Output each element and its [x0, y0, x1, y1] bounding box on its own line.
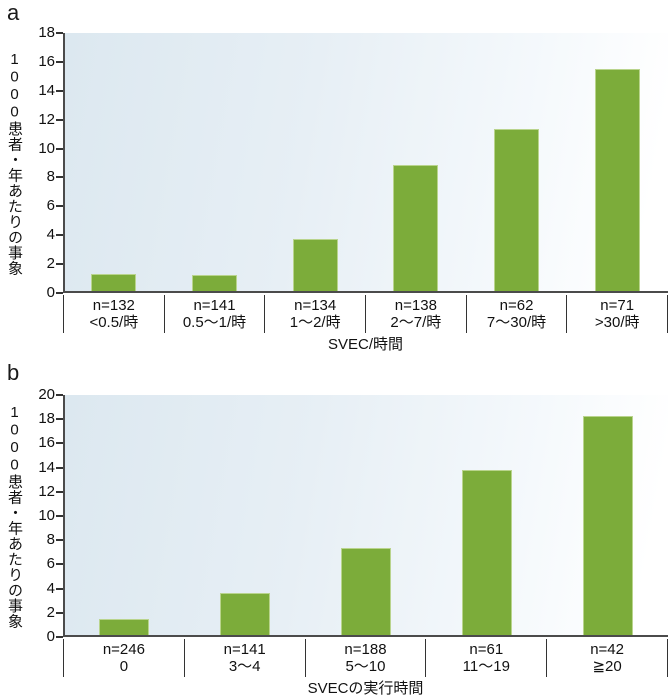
- y-tick-mark: [56, 32, 63, 34]
- bar: [292, 239, 338, 291]
- category-cell: n=134 1〜2/時: [264, 295, 365, 333]
- category-n-count: n=134: [294, 297, 337, 314]
- category-cell: n=61 11〜19: [425, 639, 546, 677]
- y-tick-label: 14: [38, 81, 55, 99]
- category-cell: n=71 >30/時: [566, 295, 667, 333]
- y-tick-mark: [56, 176, 63, 179]
- bar: [340, 548, 391, 635]
- y-tick-label: 2: [46, 603, 55, 621]
- y-tick-mark: [56, 442, 63, 445]
- bar: [219, 593, 270, 635]
- y-tick-label: 6: [46, 555, 55, 573]
- category-n-count: n=132: [92, 297, 135, 314]
- bar: [494, 129, 540, 291]
- category-range: ≧20: [592, 658, 622, 675]
- category-n-count: n=188: [344, 641, 387, 658]
- bar: [98, 619, 149, 635]
- y-tick-label: 16: [38, 52, 55, 70]
- y-tick-label: 0: [46, 628, 55, 645]
- bar: [595, 69, 641, 291]
- y-tick-mark: [56, 205, 63, 208]
- y-tick-label: 18: [38, 24, 55, 41]
- panel-b-label: b: [7, 360, 20, 385]
- y-tick-label: 14: [38, 458, 55, 476]
- y-tick-label: 8: [46, 168, 55, 186]
- y-tick-mark: [56, 147, 63, 150]
- category-range: 0: [119, 658, 129, 675]
- y-tick-label: 12: [38, 482, 55, 500]
- y-tick-label: 2: [46, 255, 55, 273]
- y-tick-mark: [56, 118, 63, 121]
- category-cell: n=246 0: [63, 639, 184, 677]
- x-axis-title: SVEC/時間: [327, 336, 403, 353]
- category-range: 3〜4: [228, 658, 261, 675]
- y-tick-mark: [56, 89, 63, 92]
- category-range: >30/時: [594, 314, 640, 331]
- y-tick-label: 18: [38, 410, 55, 428]
- category-n-count: n=246: [102, 641, 145, 658]
- y-tick-label: 0: [46, 284, 55, 301]
- y-tick-label: 8: [46, 531, 55, 549]
- y-tick-mark: [56, 611, 63, 614]
- panel-a: a 1000患者・年あたりの事象 n=132 <0.5/時 n=141 0.5〜1/時…: [6, 0, 668, 353]
- bar: [461, 470, 512, 635]
- plot-area: [63, 395, 668, 637]
- x-axis-title: SVECの実行時間: [307, 680, 424, 697]
- y-tick-label: 16: [38, 434, 55, 452]
- category-range: 2〜7/時: [390, 314, 442, 331]
- y-axis-title: 1000患者・年あたりの事象: [6, 50, 23, 276]
- category-range: 7〜30/時: [486, 314, 547, 331]
- category-range: 1〜2/時: [289, 314, 341, 331]
- y-tick-mark: [56, 539, 63, 542]
- category-cell: n=141 0.5〜1/時: [163, 295, 265, 333]
- category-n-count: n=61: [469, 641, 504, 658]
- y-tick-mark: [56, 418, 63, 421]
- category-n-count: n=141: [193, 297, 236, 314]
- y-tick-mark: [56, 394, 63, 396]
- plot-area: [63, 33, 668, 293]
- category-range: <0.5/時: [89, 314, 139, 331]
- category-range: 5〜10: [345, 658, 386, 675]
- bar: [582, 416, 633, 635]
- y-tick-mark: [56, 563, 63, 566]
- category-n-count: n=71: [600, 297, 635, 314]
- category-axis: n=246 0 n=141 3〜4 n=188 5〜10 n=61 11〜19 n=42 ≧20: [63, 639, 668, 677]
- category-n-count: n=62: [499, 297, 534, 314]
- y-tick-label: 4: [46, 579, 55, 597]
- y-tick-mark: [56, 234, 63, 237]
- category-cell: n=138 2〜7/時: [365, 295, 466, 333]
- bar: [90, 274, 136, 291]
- y-axis-title: 1000患者・年あたりの事象: [6, 403, 23, 629]
- y-tick-mark: [56, 636, 63, 638]
- category-cell: n=141 3〜4: [183, 639, 305, 677]
- y-tick-mark: [56, 60, 63, 63]
- y-tick-mark: [56, 515, 63, 517]
- category-n-count: n=42: [590, 641, 624, 658]
- y-tick-mark: [56, 292, 63, 294]
- bar: [393, 165, 439, 291]
- y-tick-label: 10: [38, 139, 55, 157]
- y-tick-label: 12: [38, 110, 55, 128]
- y-tick-label: 6: [46, 197, 55, 215]
- category-n-count: n=138: [394, 297, 437, 314]
- y-tick-mark: [56, 490, 63, 493]
- category-cell: n=188 5〜10: [304, 639, 426, 677]
- category-cell: n=132 <0.5/時: [63, 295, 164, 333]
- category-range: 0.5〜1/時: [182, 314, 247, 331]
- y-tick-mark: [56, 587, 63, 590]
- panel-b: b 1000患者・年あたりの事象 n=246 0 n=141 3〜4 n=188 5〜10…: [0, 360, 671, 699]
- y-tick-label: 4: [46, 226, 55, 244]
- y-tick-label: 10: [38, 507, 55, 524]
- y-tick-label: 20: [38, 386, 55, 403]
- bar: [191, 275, 237, 291]
- category-axis: n=132 <0.5/時 n=141 0.5〜1/時 n=134 1〜2/時 n=138 2〜…: [63, 295, 668, 333]
- category-cell: n=62 7〜30/時: [465, 295, 567, 333]
- panel-a-label: a: [7, 0, 20, 25]
- y-tick-mark: [56, 263, 63, 266]
- category-n-count: n=141: [223, 641, 266, 658]
- category-range: 11〜19: [462, 658, 510, 675]
- category-cell: n=42 ≧20: [546, 639, 667, 677]
- y-tick-mark: [56, 466, 63, 469]
